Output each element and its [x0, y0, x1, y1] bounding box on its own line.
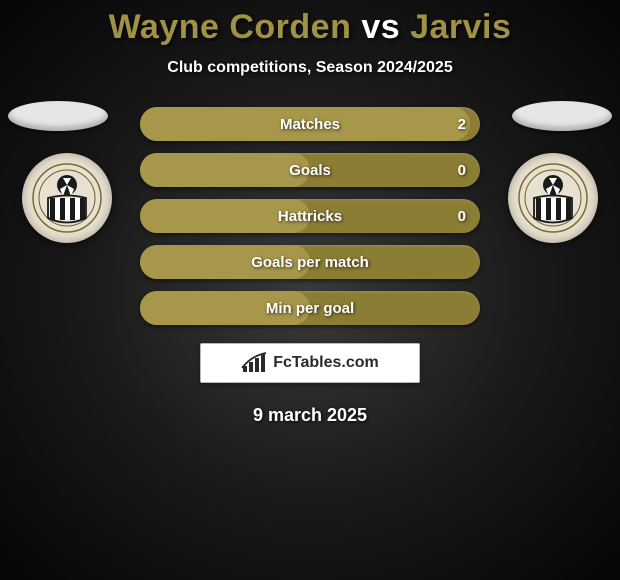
club-crest-icon	[518, 163, 588, 233]
vs-text: vs	[361, 8, 400, 46]
left-club-crest	[22, 153, 112, 243]
stat-bar-label: Goals	[140, 162, 480, 179]
stat-bar: Matches2	[140, 107, 480, 141]
brand-text: FcTables.com	[273, 354, 379, 372]
stat-bar-label: Min per goal	[140, 300, 480, 317]
club-crest-icon	[32, 163, 102, 233]
page-title: Wayne Corden vs Jarvis	[0, 0, 620, 47]
stat-bar-label: Matches	[140, 116, 480, 133]
bars-chart-icon	[241, 352, 269, 374]
date-text: 9 march 2025	[0, 405, 620, 426]
stat-bar-value: 0	[458, 208, 466, 225]
stat-bar: Goals0	[140, 153, 480, 187]
stat-bar: Min per goal	[140, 291, 480, 325]
left-shoe-icon	[8, 101, 108, 131]
stat-bar-value: 2	[458, 116, 466, 133]
stat-bar-label: Hattricks	[140, 208, 480, 225]
stat-bar-label: Goals per match	[140, 254, 480, 271]
player1-name: Wayne Corden	[109, 8, 352, 46]
stat-bar-value: 0	[458, 162, 466, 179]
stat-bar: Goals per match	[140, 245, 480, 279]
right-shoe-icon	[512, 101, 612, 131]
stat-bar: Hattricks0	[140, 199, 480, 233]
subtitle: Club competitions, Season 2024/2025	[0, 59, 620, 77]
right-club-crest	[508, 153, 598, 243]
comparison-container: Matches2Goals0Hattricks0Goals per matchM…	[0, 107, 620, 426]
brand-box[interactable]: FcTables.com	[200, 343, 420, 383]
stat-bars: Matches2Goals0Hattricks0Goals per matchM…	[140, 107, 480, 325]
player2-name: Jarvis	[410, 8, 511, 46]
